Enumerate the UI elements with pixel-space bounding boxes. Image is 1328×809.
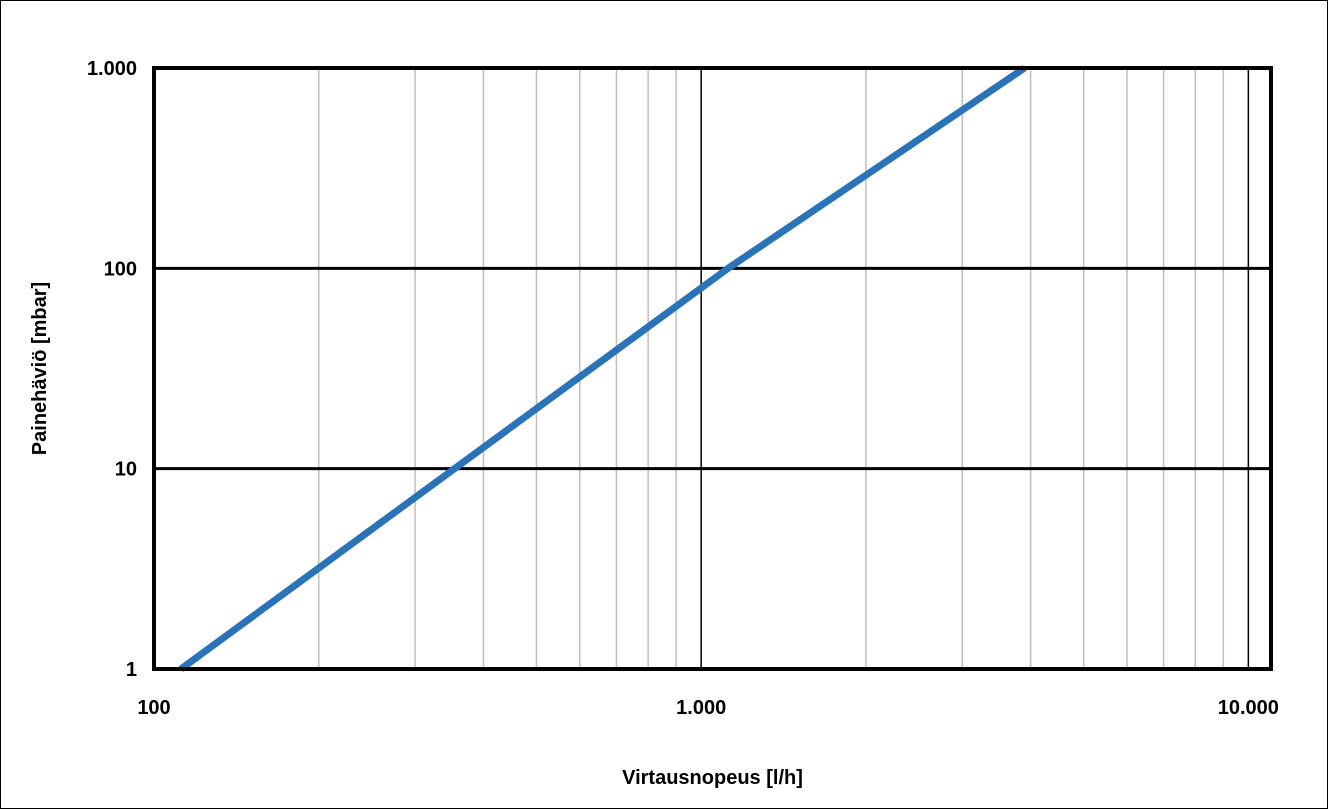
y-tick-label: 1 (126, 659, 137, 681)
y-tick-label: 10 (115, 459, 137, 481)
plot-area-border (152, 66, 1273, 671)
x-axis-title: Virtausnopeus [l/h] (622, 767, 803, 789)
x-tick-labels: 100 1.000 10.000 (137, 697, 1279, 719)
y-tick-labels: 1 10 100 1.000 (87, 58, 137, 681)
y-axis-title: Painehäviö [mbar] (29, 282, 51, 455)
minor-gridlines (317, 68, 1225, 669)
y-tick-label: 1.000 (87, 58, 137, 80)
y-tick-label: 100 (104, 258, 137, 280)
x-tick-label: 1.000 (676, 697, 726, 719)
series-line-1 (178, 65, 1027, 672)
x-tick-label: 100 (137, 697, 170, 719)
major-gridlines (154, 68, 1271, 669)
x-tick-label: 10.000 (1218, 697, 1279, 719)
series-layer (178, 65, 1027, 672)
